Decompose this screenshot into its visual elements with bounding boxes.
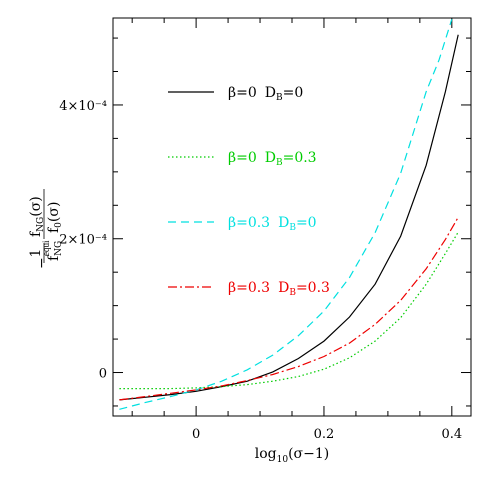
y-axis-title: − 1 fNG equi fNG(σ) f0(σ) xyxy=(28,189,64,269)
x-axis-title: log10(σ−1) xyxy=(255,446,329,465)
tick-labels: 0 0.2 0.4 0 2×10⁻⁴ 4×10⁻⁴ xyxy=(59,99,462,442)
svg-text:1: 1 xyxy=(28,249,44,258)
legend-label-2: β=0 DB=0.3 xyxy=(228,150,317,168)
series-line-3 xyxy=(119,19,453,410)
x-tick-label: 0.2 xyxy=(314,427,335,442)
svg-text:equi: equi xyxy=(41,240,51,256)
x-tick-label: 0.4 xyxy=(441,427,462,442)
plot-frame xyxy=(112,17,472,417)
series-line-4 xyxy=(119,216,459,401)
x-tick-label: 0 xyxy=(192,427,200,442)
svg-text:fNG: fNG xyxy=(46,241,64,261)
series-line-1 xyxy=(119,34,459,401)
y-tick-label: 0 xyxy=(99,367,107,382)
series-line-2 xyxy=(119,231,459,390)
y-tick-label: 4×10⁻⁴ xyxy=(59,99,107,114)
svg-text:−: − xyxy=(34,257,50,269)
y-tick-label: 2×10⁻⁴ xyxy=(59,233,107,248)
svg-text:f0(σ): f0(σ) xyxy=(46,202,64,233)
legend: β=0 DB=0 β=0 DB=0.3 β=0.3 DB=0 β=0.3 DB=0.3 xyxy=(168,85,330,298)
legend-label-1: β=0 DB=0 xyxy=(228,85,303,103)
legend-label-4: β=0.3 DB=0.3 xyxy=(228,280,330,298)
series-group xyxy=(119,19,459,410)
legend-label-3: β=0.3 DB=0 xyxy=(228,215,317,233)
svg-text:fNG(σ): fNG(σ) xyxy=(28,196,46,237)
axis-ticks xyxy=(113,18,471,416)
